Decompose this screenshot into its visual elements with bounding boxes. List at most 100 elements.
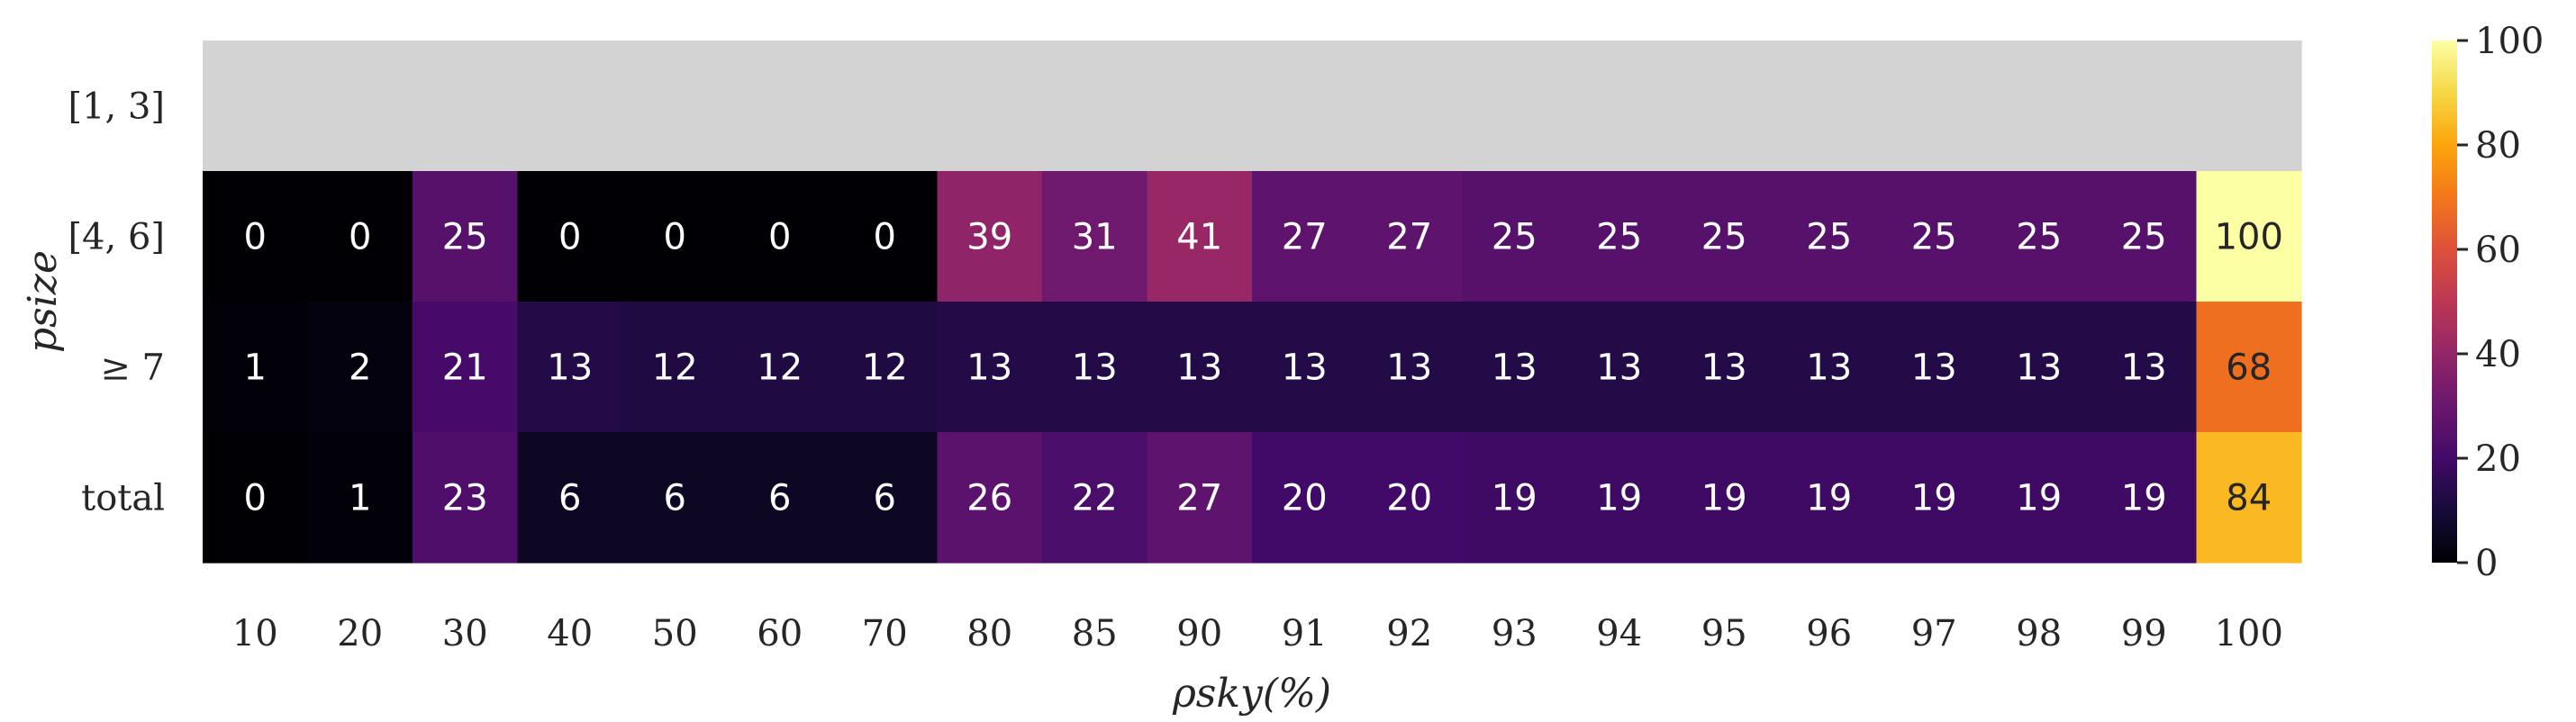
heatmap-cell <box>937 302 1043 433</box>
heatmap-cell <box>413 302 519 433</box>
heatmap-cell <box>937 41 1043 172</box>
heatmap-cell <box>413 171 519 302</box>
heatmap-cell-value: 2 <box>349 347 371 389</box>
heatmap-cell <box>1147 432 1253 564</box>
colorbar-tick-label: 20 <box>2475 438 2521 480</box>
x-tick-label: 90 <box>1176 613 1222 654</box>
heatmap-cell <box>937 432 1043 564</box>
heatmap-cell <box>203 171 309 302</box>
heatmap-cell <box>307 171 413 302</box>
heatmap-cell <box>1672 171 1778 302</box>
heatmap-cell <box>1882 302 1988 433</box>
heatmap-cell <box>1462 432 1568 564</box>
heatmap-cell <box>727 41 833 172</box>
x-tick-label: 20 <box>337 613 383 654</box>
heatmap-cell-value: 0 <box>244 478 267 519</box>
heatmap-cell-value: 12 <box>757 347 803 389</box>
colorbar-ticks: 0 20 40 60 80 100 <box>2457 21 2544 584</box>
heatmap-cell-value: 0 <box>244 217 267 258</box>
heatmap-cell-value: 0 <box>558 217 581 258</box>
heatmap-cell-value: 25 <box>1492 217 1537 258</box>
x-tick-label: 50 <box>652 613 698 654</box>
heatmap-cell <box>1672 302 1778 433</box>
heatmap-cell <box>1252 41 1358 172</box>
heatmap-cell <box>517 302 623 433</box>
heatmap-cell <box>1462 41 1568 172</box>
heatmap-cell-value: 21 <box>442 347 488 389</box>
colorbar-tick-label: 40 <box>2475 334 2521 375</box>
heatmap-cell <box>1986 432 2092 564</box>
heatmap-cell-value: 13 <box>2016 347 2062 389</box>
heatmap-cell-value: 13 <box>1072 347 1118 389</box>
heatmap-cell-value: 22 <box>1072 478 1118 519</box>
heatmap-cell-value: 12 <box>862 347 908 389</box>
x-tick-label: 91 <box>1282 613 1328 654</box>
heatmap-cell-value: 19 <box>1596 478 1642 519</box>
heatmap-cell <box>413 41 519 172</box>
heatmap-cell <box>2091 432 2198 564</box>
heatmap-cell-value: 20 <box>1282 478 1328 519</box>
heatmap-cell <box>2196 302 2302 433</box>
heatmap-cell <box>1776 171 1882 302</box>
heatmap-cell-value: 0 <box>768 217 791 258</box>
x-tick-label: 80 <box>966 613 1012 654</box>
heatmap-cell <box>832 41 939 172</box>
heatmap-cells <box>203 41 2302 564</box>
heatmap-cell <box>307 41 413 172</box>
heatmap-cell <box>2091 302 2198 433</box>
heatmap-cell-value: 25 <box>1911 217 1957 258</box>
heatmap-cell <box>203 432 309 564</box>
heatmap-cell-value: 31 <box>1072 217 1118 258</box>
heatmap-cell-value: 6 <box>874 478 896 519</box>
y-tick-label: [4, 6] <box>68 217 165 258</box>
heatmap-cell <box>937 171 1043 302</box>
heatmap-cell <box>1986 302 2092 433</box>
heatmap-cell-value: 1 <box>349 478 371 519</box>
heatmap-cell-value: 6 <box>768 478 791 519</box>
x-tick-label: 93 <box>1492 613 1537 654</box>
heatmap-cell <box>1986 171 2092 302</box>
x-tick-label: 70 <box>862 613 908 654</box>
x-axis-ticks: 10 20 30 40 50 60 70 80 85 90 91 92 93 94 95 96 97 98 99 10… <box>232 613 2283 654</box>
heatmap-cell-value: 84 <box>2226 478 2272 519</box>
heatmap-cell <box>307 432 413 564</box>
heatmap-cell <box>1356 171 1463 302</box>
x-tick-label: 97 <box>1911 613 1957 654</box>
heatmap-cell-value: 13 <box>1806 347 1852 389</box>
heatmap-cell-value: 25 <box>1806 217 1852 258</box>
x-axis-label: ρsky(%) <box>1172 671 1331 717</box>
heatmap-cell-value: 13 <box>2121 347 2167 389</box>
y-axis-label: psize <box>20 250 66 353</box>
heatmap-cell <box>1042 432 1148 564</box>
heatmap-cell <box>2091 171 2198 302</box>
colorbar-tick-label: 100 <box>2475 21 2544 62</box>
heatmap-cell-value: 13 <box>1596 347 1642 389</box>
y-tick-label: [1, 3] <box>68 86 165 128</box>
heatmap-cell <box>1462 171 1568 302</box>
heatmap-cell <box>2196 432 2302 564</box>
heatmap-cell-value: 100 <box>2215 217 2283 258</box>
heatmap-cell-value: 19 <box>1911 478 1957 519</box>
y-tick-label: total <box>81 478 165 519</box>
colorbar-tick-label: 60 <box>2475 230 2521 271</box>
heatmap-cell <box>1566 41 1673 172</box>
heatmap-cell <box>1252 432 1358 564</box>
heatmap-cell-value: 1 <box>244 347 267 389</box>
x-tick-label: 85 <box>1072 613 1118 654</box>
x-tick-label: 92 <box>1386 613 1432 654</box>
heatmap-cell <box>1147 171 1253 302</box>
heatmap-cell-value: 25 <box>2016 217 2062 258</box>
x-tick-label: 40 <box>547 613 593 654</box>
heatmap-cell <box>1462 302 1568 433</box>
heatmap-cell-value: 13 <box>1282 347 1328 389</box>
heatmap-cell <box>413 432 519 564</box>
heatmap-cell-value: 19 <box>2016 478 2062 519</box>
heatmap-cell <box>2196 41 2302 172</box>
heatmap-cell-value: 13 <box>547 347 593 389</box>
heatmap-cell-value: 13 <box>1911 347 1957 389</box>
colorbar-tick-label: 0 <box>2475 543 2498 584</box>
heatmap-cell <box>517 171 623 302</box>
heatmap-cell <box>1882 41 1988 172</box>
